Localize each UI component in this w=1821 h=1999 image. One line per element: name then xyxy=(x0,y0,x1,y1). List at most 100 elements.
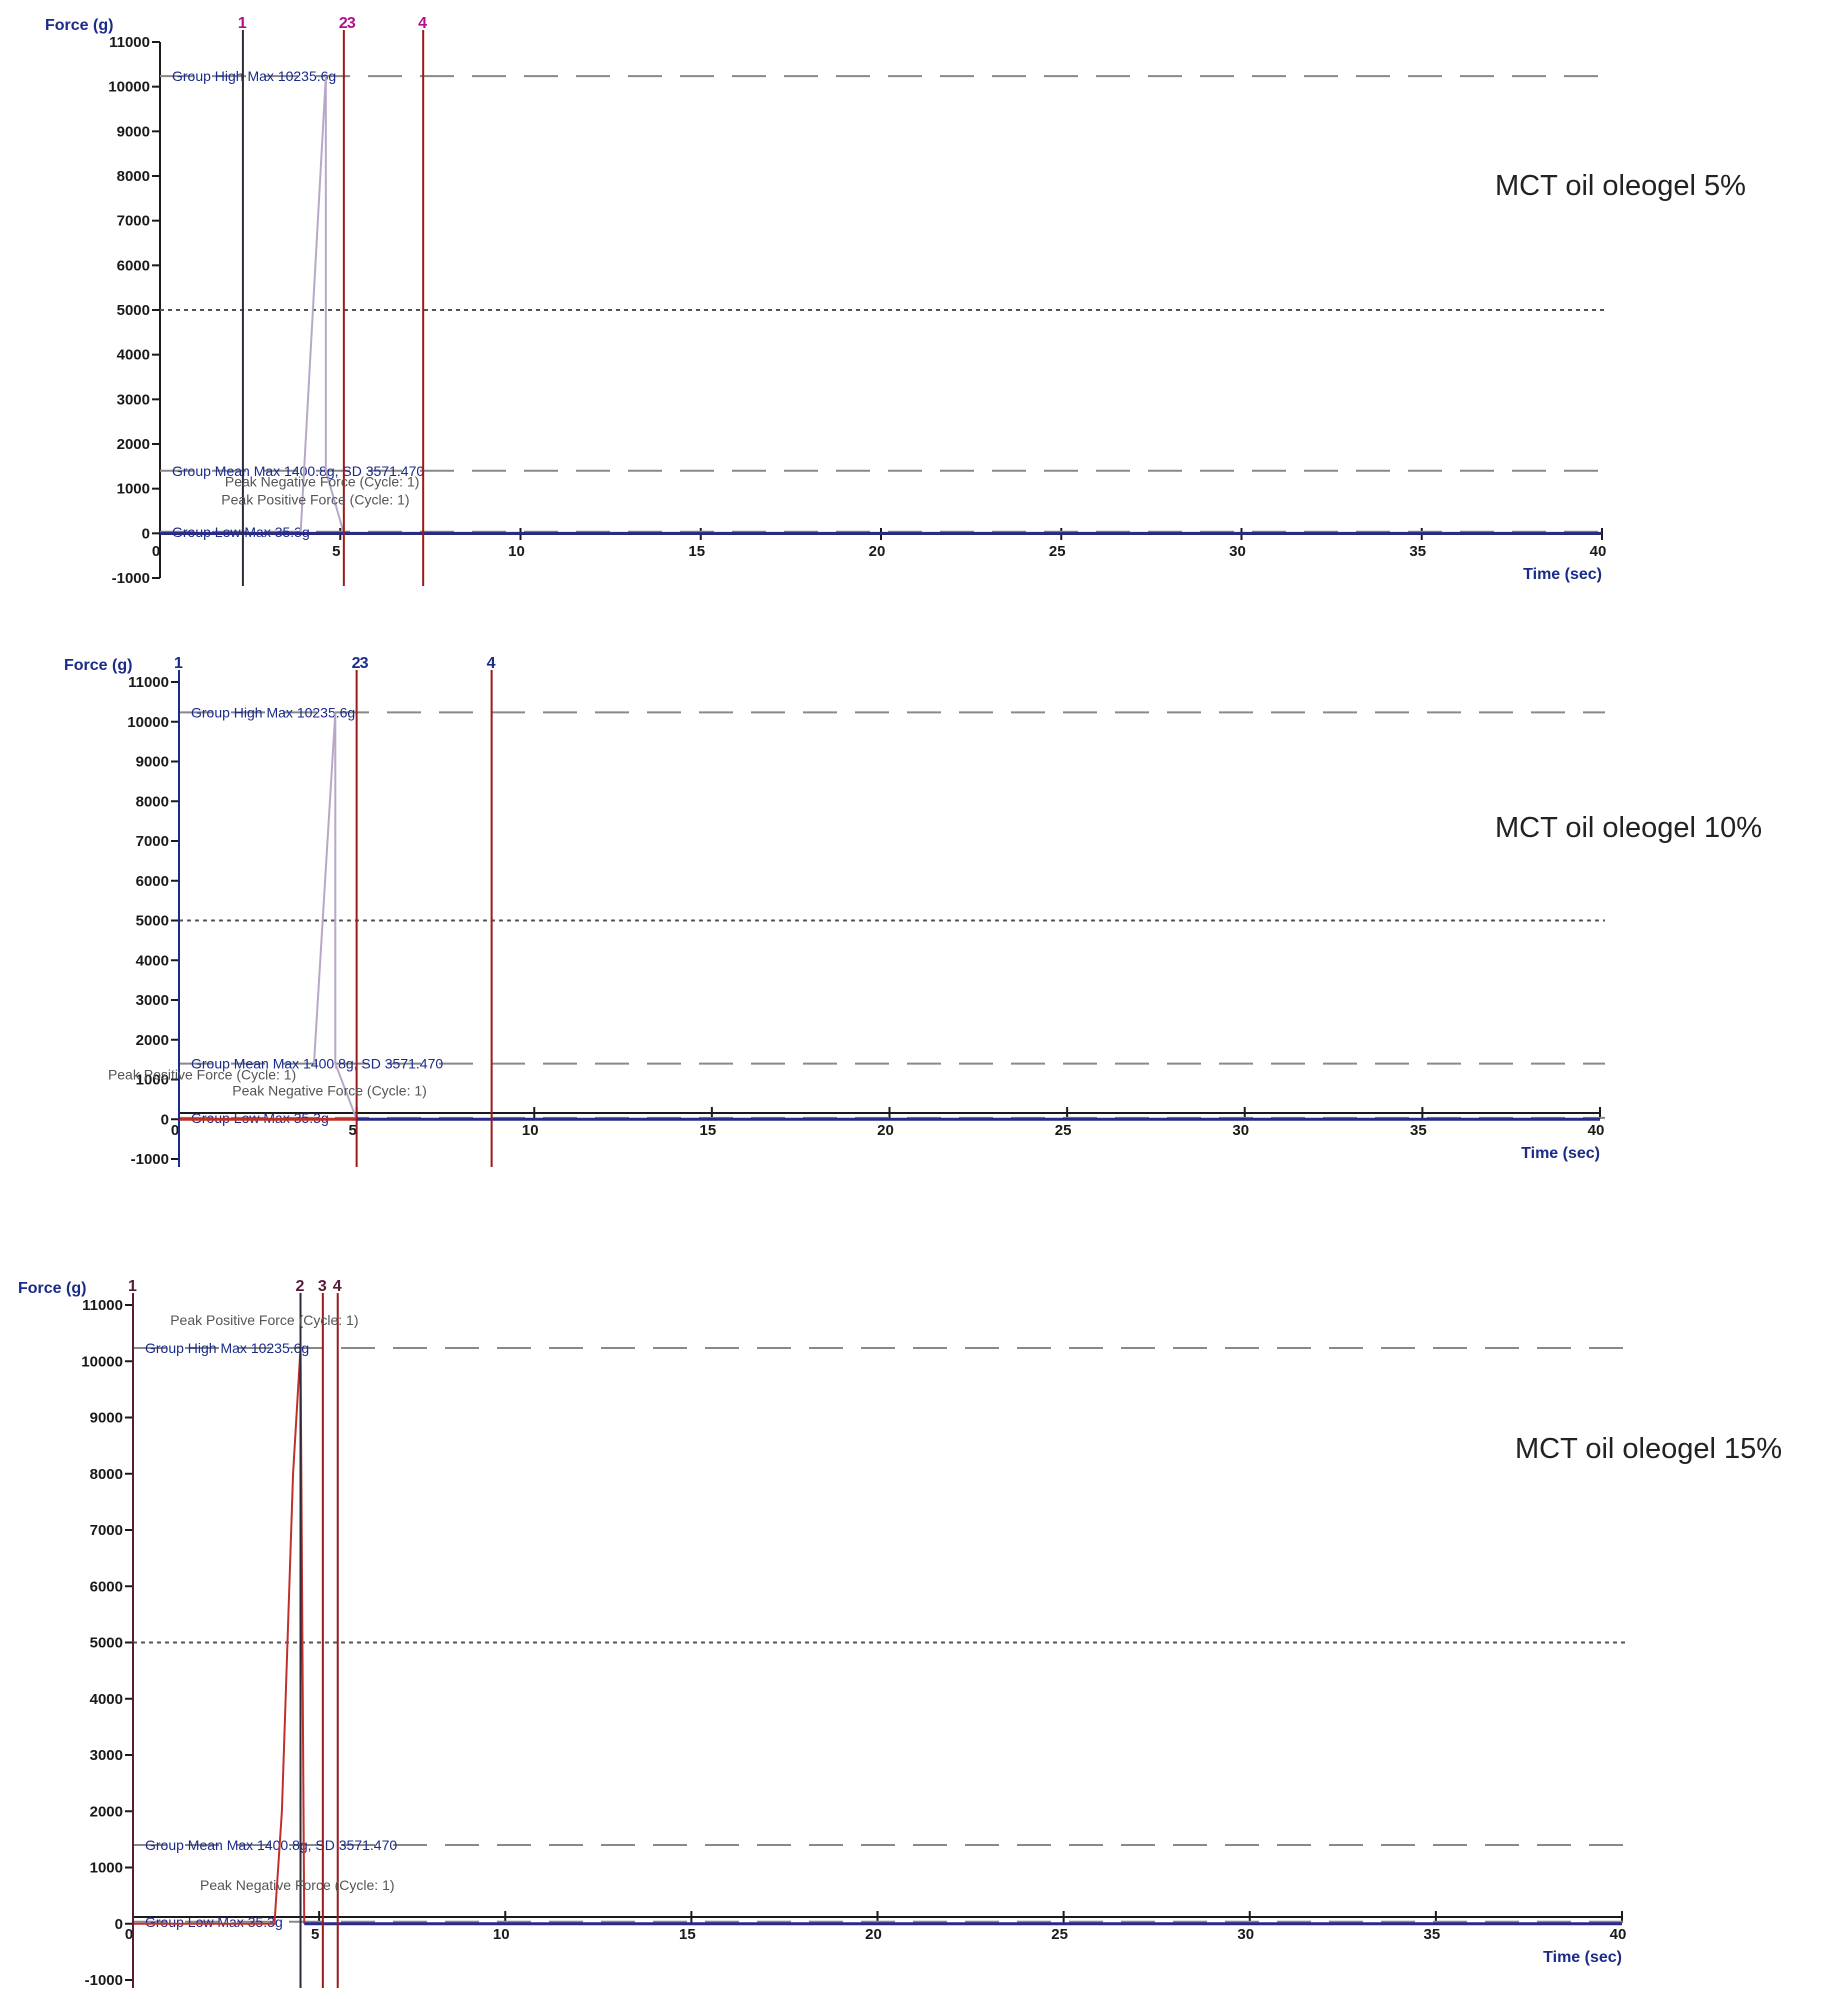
x-axis-title: Time (sec) xyxy=(1523,566,1602,583)
y-axis-title: Force (g) xyxy=(45,17,113,34)
y-tick-label: 8000 xyxy=(90,1466,123,1483)
x-tick-label: 40 xyxy=(1610,1926,1627,1943)
y-tick-label: 9000 xyxy=(90,1410,123,1427)
y-tick-label: 5000 xyxy=(136,913,169,930)
y-tick-label: 0 xyxy=(161,1111,169,1128)
marker-label: 2 xyxy=(296,1278,305,1295)
x-tick-label: 40 xyxy=(1588,1122,1605,1139)
reference-line-label: Group High Max 10235.6g xyxy=(191,704,355,720)
data-series-line xyxy=(299,76,345,534)
x-tick-label: 15 xyxy=(700,1122,717,1139)
y-tick-label: -1000 xyxy=(85,1972,123,1989)
x-tick-label: 15 xyxy=(679,1926,696,1943)
y-tick-label: 6000 xyxy=(117,257,150,274)
y-tick-label: 10000 xyxy=(81,1353,123,1370)
x-tick-label: 25 xyxy=(1051,1926,1068,1943)
y-axis-title: Force (g) xyxy=(18,1280,86,1297)
x-tick-label: 10 xyxy=(522,1122,539,1139)
y-tick-label: 2000 xyxy=(136,1032,169,1049)
x-axis-title: Time (sec) xyxy=(1543,1949,1622,1966)
x-tick-label: 20 xyxy=(865,1926,882,1943)
x-axis-title: Time (sec) xyxy=(1521,1145,1600,1162)
peak-annotation: Peak Positive Force (Cycle: 1) xyxy=(108,1067,296,1083)
y-tick-label: 5000 xyxy=(90,1635,123,1652)
reference-line-label: Group Mean Max 1400.8g, SD 3571.470 xyxy=(191,1056,443,1072)
y-tick-label: 4000 xyxy=(90,1691,123,1708)
y-tick-label: 1000 xyxy=(117,481,150,498)
reference-line-label: Group Low Max 35.3g xyxy=(145,1914,283,1930)
marker-label: 4 xyxy=(418,15,427,32)
panel-label-15pct: MCT oil oleogel 15% xyxy=(1515,1433,1783,1465)
marker-label: 4 xyxy=(333,1278,342,1295)
x-tick-label: 15 xyxy=(688,543,705,560)
reference-line-label: Group High Max 10235.6g xyxy=(172,68,336,84)
y-tick-label: 3000 xyxy=(136,992,169,1009)
reference-line-label: Group Mean Max 1400.8g, SD 3571.470 xyxy=(172,463,424,479)
x-tick-label: 25 xyxy=(1049,543,1066,560)
marker-label: 3 xyxy=(347,15,356,32)
y-tick-label: 2000 xyxy=(90,1803,123,1820)
chart-panel-0: -100001000200030004000500060007000800090… xyxy=(45,15,1606,587)
y-tick-label: 3000 xyxy=(90,1747,123,1764)
x-tick-label: 20 xyxy=(877,1122,894,1139)
x-tick-label: 10 xyxy=(508,543,525,560)
marker-label: 1 xyxy=(238,15,247,32)
y-tick-label: 2000 xyxy=(117,436,150,453)
chart-panel-2: -1000 0 1000 2000 3000 4000 5000 6000 7000 8000 90… xyxy=(18,1278,1626,1989)
peak-annotation: Peak Positive Force (Cycle: 1) xyxy=(221,492,409,508)
reference-line-label: Group Mean Max 1400.8g, SD 3571.470 xyxy=(145,1837,397,1853)
x-tick-label: 0 xyxy=(171,1122,179,1139)
marker-label: 3 xyxy=(318,1278,327,1295)
peak-annotation: Peak Negative Force (Cycle: 1) xyxy=(225,473,420,489)
x-tick-label: 0 xyxy=(152,543,160,560)
y-tick-label: 9000 xyxy=(117,123,150,140)
panel-label-10pct: MCT oil oleogel 10% xyxy=(1495,812,1763,844)
y-tick-label: 8000 xyxy=(136,793,169,810)
y-tick-label: 10000 xyxy=(127,714,169,731)
x-tick-label: 20 xyxy=(869,543,886,560)
y-tick-label: 0 xyxy=(142,525,150,542)
y-tick-label: -1000 xyxy=(112,570,150,587)
peak-annotation: Peak Negative Force (Cycle: 1) xyxy=(200,1877,395,1893)
y-tick-label: 10000 xyxy=(108,79,150,96)
x-tick-label: 35 xyxy=(1409,543,1426,560)
marker-label: 2 xyxy=(352,655,361,672)
x-tick-label: 30 xyxy=(1237,1926,1254,1943)
peak-annotation: Peak Negative Force (Cycle: 1) xyxy=(232,1082,427,1098)
y-tick-label: 4000 xyxy=(117,347,150,364)
marker-label: 2 xyxy=(339,15,348,32)
y-tick-label: 7000 xyxy=(90,1522,123,1539)
marker-label: 1 xyxy=(128,1278,137,1295)
y-tick-label: -1000 xyxy=(131,1151,169,1168)
x-tick-label: 35 xyxy=(1424,1926,1441,1943)
y-tick-label: 5000 xyxy=(117,302,150,319)
y-tick-label: 1000 xyxy=(90,1860,123,1877)
x-tick-label: 30 xyxy=(1229,543,1246,560)
x-tick-label: 0 xyxy=(125,1926,133,1943)
x-tick-label: 5 xyxy=(332,543,340,560)
marker-label: 1 xyxy=(174,655,183,672)
chart-panel-1: -100001000200030004000500060007000800090… xyxy=(64,655,1605,1168)
y-tick-label: 6000 xyxy=(136,873,169,890)
panel-label-5pct: MCT oil oleogel 5% xyxy=(1495,170,1746,202)
x-tick-label: 5 xyxy=(311,1926,319,1943)
x-tick-label: 30 xyxy=(1232,1122,1249,1139)
reference-line-label: Group Low Max 35.3g xyxy=(172,524,310,540)
x-tick-label: 10 xyxy=(493,1926,510,1943)
y-tick-label: 8000 xyxy=(117,168,150,185)
x-tick-label: 35 xyxy=(1410,1122,1427,1139)
y-tick-label: 1000 xyxy=(136,1072,169,1089)
y-axis-title: Force (g) xyxy=(64,657,132,674)
data-series-line xyxy=(312,712,358,1120)
x-tick-label: 5 xyxy=(348,1122,356,1139)
y-tick-label: 7000 xyxy=(136,833,169,850)
y-tick-label: 7000 xyxy=(117,213,150,230)
y-tick-label: 11000 xyxy=(128,674,169,691)
marker-label: 4 xyxy=(487,655,496,672)
y-tick-label: 9000 xyxy=(136,754,169,771)
y-tick-label: 11000 xyxy=(82,1297,123,1314)
y-tick-label: 11000 xyxy=(109,34,150,51)
y-tick-label: 0 xyxy=(115,1916,123,1933)
x-tick-label: 25 xyxy=(1055,1122,1072,1139)
